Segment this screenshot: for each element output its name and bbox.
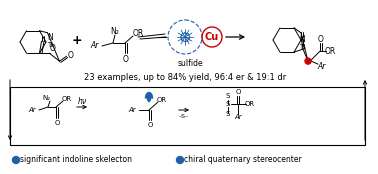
Text: S: S: [226, 111, 230, 117]
Text: S: S: [226, 101, 230, 107]
Text: O: O: [235, 89, 241, 95]
Text: Ts: Ts: [47, 42, 54, 48]
Text: –S–: –S–: [179, 114, 189, 120]
Text: Ar: Ar: [128, 107, 136, 113]
Text: OR: OR: [62, 96, 72, 102]
Text: OR: OR: [324, 47, 336, 56]
Text: significant indoline skelecton: significant indoline skelecton: [20, 156, 132, 164]
Text: 23 examples, up to 84% yield, 96:4 er & 19:1 dr: 23 examples, up to 84% yield, 96:4 er & …: [84, 73, 286, 82]
Text: OR: OR: [132, 29, 144, 38]
Text: Ar: Ar: [28, 107, 36, 113]
Text: Cu: Cu: [205, 32, 219, 42]
Text: hν: hν: [77, 97, 87, 105]
Text: Ar: Ar: [234, 114, 242, 120]
Text: N₂: N₂: [110, 26, 119, 35]
Text: Ar: Ar: [318, 62, 326, 71]
Text: OR: OR: [245, 101, 255, 107]
Text: O: O: [123, 54, 129, 64]
Text: O: O: [54, 120, 60, 126]
Circle shape: [305, 58, 311, 64]
Text: +: +: [72, 34, 82, 46]
Text: O: O: [318, 35, 324, 44]
Text: O: O: [147, 122, 153, 128]
Text: S: S: [226, 93, 230, 99]
Text: N₂: N₂: [42, 95, 50, 101]
Text: Ar: Ar: [91, 42, 99, 50]
Text: O: O: [50, 44, 56, 53]
Text: N: N: [48, 33, 53, 42]
Circle shape: [177, 156, 183, 164]
Text: N: N: [299, 35, 305, 44]
Bar: [10, 87, 365, 145]
Ellipse shape: [146, 93, 152, 104]
Text: sulfide: sulfide: [177, 60, 203, 69]
Text: O: O: [68, 51, 73, 60]
Circle shape: [12, 156, 20, 164]
Text: OR: OR: [157, 97, 167, 103]
Text: Ts: Ts: [299, 44, 305, 50]
Text: chiral quaternary stereocenter: chiral quaternary stereocenter: [184, 156, 302, 164]
